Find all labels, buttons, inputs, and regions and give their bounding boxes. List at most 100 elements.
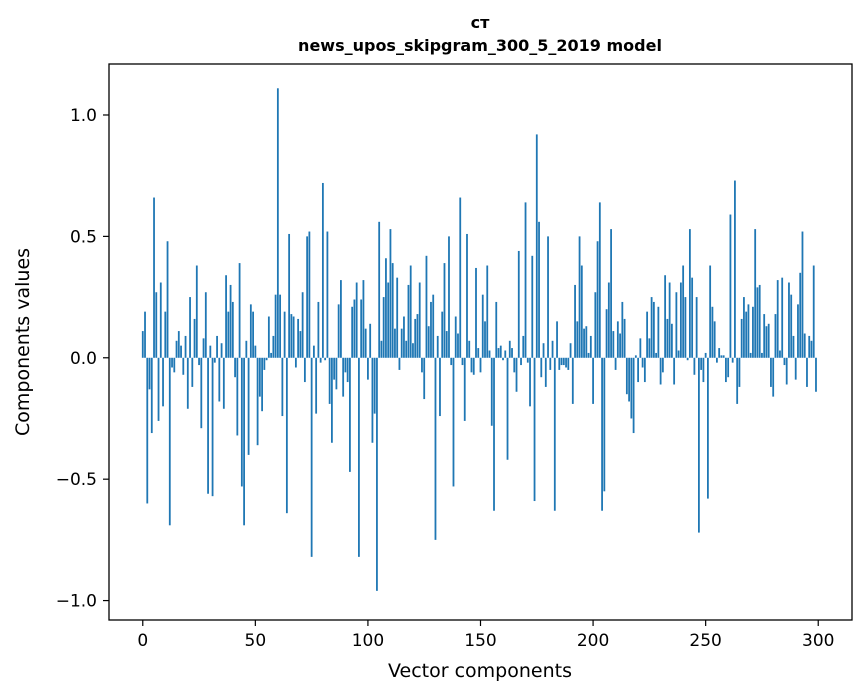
- bar-228: [655, 352, 658, 358]
- bar-275: [761, 352, 763, 358]
- bar-101: [369, 323, 372, 358]
- bar-214: [623, 318, 626, 358]
- bar-41: [234, 357, 236, 378]
- bar-58: [272, 335, 275, 358]
- bar-288: [790, 294, 793, 358]
- bar-68: [294, 357, 297, 368]
- bar-38: [227, 311, 230, 358]
- bar-203: [598, 202, 601, 358]
- bar-169: [522, 335, 525, 358]
- bar-115: [400, 328, 403, 358]
- y-tick-label: 0.5: [70, 227, 97, 247]
- bar-239: [679, 282, 682, 358]
- bar-134: [443, 263, 446, 358]
- bar-182: [551, 340, 554, 358]
- bar-96: [358, 357, 360, 557]
- bar-100: [367, 357, 369, 380]
- bar-78: [317, 301, 320, 358]
- bar-254: [713, 321, 716, 358]
- bar-170: [524, 202, 527, 358]
- bar-37: [225, 275, 227, 358]
- bar-298: [812, 265, 815, 358]
- bar-138: [452, 357, 455, 487]
- bar-80: [321, 182, 324, 358]
- bar-129: [432, 294, 435, 358]
- x-tick-label: 200: [577, 631, 609, 651]
- x-tick-label: 300: [802, 631, 834, 651]
- bar-233: [666, 318, 669, 358]
- bar-201: [594, 292, 597, 358]
- bar-220: [637, 357, 640, 383]
- bar-185: [558, 357, 561, 370]
- bar-242: [686, 357, 689, 361]
- bar-0: [141, 331, 144, 358]
- bar-139: [454, 316, 457, 358]
- y-axis-label: Components values: [12, 248, 34, 436]
- bar-247: [698, 357, 700, 533]
- bar-57: [270, 352, 273, 358]
- bar-64: [285, 357, 288, 514]
- bar-73: [306, 236, 309, 358]
- bar-93: [351, 306, 354, 358]
- x-tick-label: 100: [352, 631, 384, 651]
- bar-59: [274, 294, 277, 358]
- bar-194: [578, 236, 581, 358]
- bar-155: [490, 357, 493, 426]
- chart-title-line1: ст: [471, 13, 490, 32]
- bar-188: [565, 357, 567, 368]
- y-tick-label: 1.0: [70, 106, 97, 126]
- bar-17: [180, 345, 182, 358]
- bar-29: [207, 357, 209, 494]
- bar-178: [542, 343, 545, 358]
- bar-209: [612, 331, 615, 358]
- bar-278: [767, 323, 770, 358]
- bar-285: [783, 357, 786, 366]
- bar-32: [213, 357, 216, 363]
- bar-45: [243, 357, 245, 526]
- bar-266: [740, 318, 743, 358]
- bar-173: [531, 255, 534, 358]
- bar-14: [173, 357, 176, 373]
- bar-165: [513, 357, 516, 373]
- bar-196: [583, 328, 585, 358]
- bar-111: [391, 263, 394, 358]
- bar-282: [776, 280, 779, 358]
- bar-62: [281, 357, 284, 417]
- bar-144: [466, 233, 468, 358]
- bar-264: [736, 357, 739, 404]
- bar-66: [290, 314, 293, 358]
- bar-190: [569, 343, 572, 358]
- bar-124: [421, 357, 423, 373]
- bar-53: [261, 357, 263, 412]
- bar-171: [526, 357, 529, 363]
- plot-frame: [108, 63, 853, 621]
- bar-60: [276, 88, 279, 358]
- bar-47: [247, 357, 250, 455]
- bar-246: [695, 297, 698, 358]
- bar-198: [587, 352, 590, 358]
- bar-224: [646, 311, 649, 358]
- bar-180: [547, 236, 549, 358]
- bar-215: [625, 357, 628, 395]
- bar-22: [191, 357, 194, 387]
- x-tick-label: 50: [245, 631, 267, 651]
- bar-40: [231, 301, 234, 358]
- bar-109: [387, 282, 390, 358]
- bar-77: [315, 357, 318, 414]
- bar-84: [331, 357, 333, 443]
- bar-35: [220, 343, 223, 358]
- bar-94: [353, 299, 356, 358]
- bar-206: [605, 309, 608, 358]
- bar-163: [508, 340, 511, 358]
- bar-217: [630, 357, 633, 419]
- bar-131: [436, 335, 439, 358]
- x-tick-label: 250: [689, 631, 721, 651]
- bar-277: [765, 326, 768, 358]
- bar-48: [249, 304, 252, 358]
- bar-219: [634, 355, 637, 358]
- bar-287: [788, 282, 790, 358]
- bar-152: [484, 321, 486, 358]
- bar-127: [427, 326, 430, 358]
- bar-75: [310, 357, 313, 557]
- bar-67: [292, 316, 295, 358]
